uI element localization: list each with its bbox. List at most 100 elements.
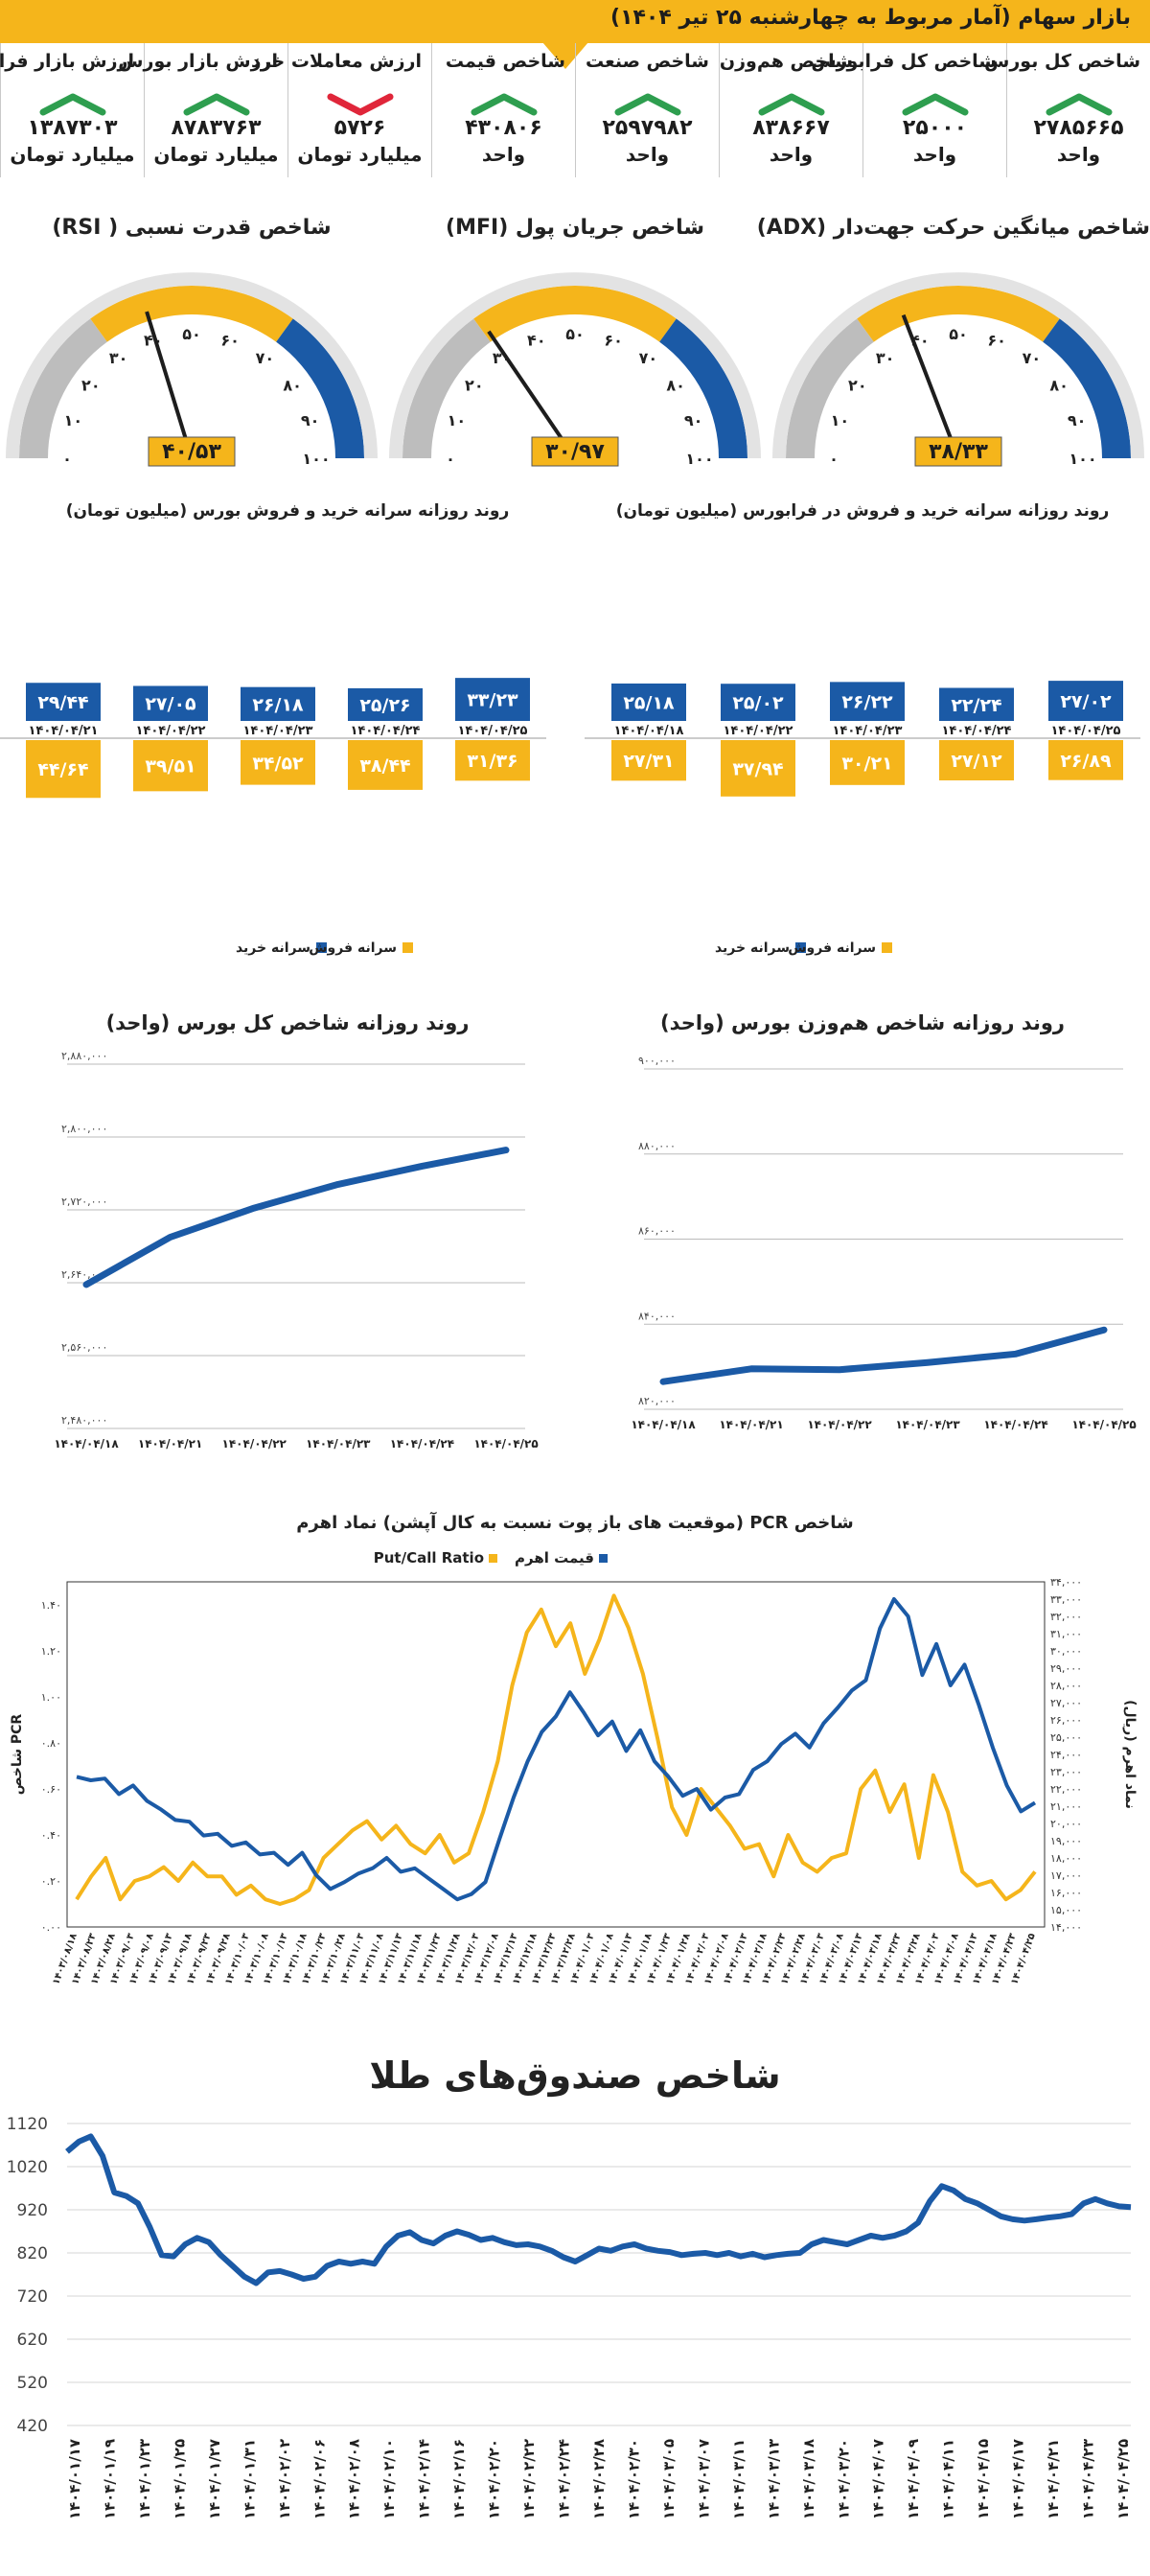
gauge-adx: شاخص میانگین حرکت جهت‌دار (ADX) ۰ ۱۰ ۲۰ ۳۰ ۴… bbox=[757, 216, 1150, 484]
gauge-tick-label: ۵۰ bbox=[182, 325, 201, 343]
x-tick-label: ۱۴۰۴/۰۲/۲۸ bbox=[590, 2439, 608, 2519]
stat-card: شاخص هم‌وزن ۸۳۸۶۶۷ واحد bbox=[719, 43, 862, 177]
legend-pcr-label: Put/Call Ratio bbox=[374, 1549, 484, 1566]
index-line bbox=[82, 1147, 510, 1288]
sell-bar-label: ۳۰/۲۱ bbox=[841, 753, 892, 774]
bar-category-label: ۱۴۰۴/۰۴/۲۴ bbox=[351, 724, 421, 738]
buy-bar bbox=[939, 687, 1014, 721]
y-tick-label: 1020 bbox=[7, 2158, 48, 2177]
x-tick-label: ۱۴۰۴/۰۲/۲۴ bbox=[556, 2439, 573, 2519]
sell-bar bbox=[348, 740, 423, 790]
right-axis-label: نماد اهرم (ریال) bbox=[1122, 1700, 1138, 1809]
gauge-value-box bbox=[148, 436, 236, 467]
bar-category-label: ۱۴۰۴/۰۴/۲۵ bbox=[1051, 724, 1121, 738]
trend-down-chevron-icon bbox=[327, 93, 394, 116]
y-tick-label: 520 bbox=[17, 2374, 48, 2393]
x-tick-label: ۱۴۰۴/۰۲/۰۸ bbox=[346, 2439, 363, 2519]
gauge-tick-label: ۲۰ bbox=[81, 377, 101, 395]
gauge-tick-label: ۱۰۰ bbox=[1069, 450, 1096, 468]
gold-funds-title: شاخص صندوق‌های طلا bbox=[369, 2054, 781, 2097]
right-tick-label: ۱۶,۰۰۰ bbox=[1050, 1887, 1082, 1899]
x-tick-label: ۱۴۰۴/۰۲/۱۶ bbox=[450, 2439, 468, 2519]
trend-up-chevron-icon bbox=[183, 93, 250, 116]
gauge-tick-label: ۰ bbox=[62, 450, 72, 468]
x-tick-label: ۱۴۰۴/۰۴/۱۸ bbox=[54, 1437, 119, 1450]
y-tick-label: ۲,۵۶۰,۰۰۰ bbox=[61, 1341, 107, 1354]
sell-bar bbox=[133, 740, 208, 792]
stat-value: ۵۷۲۶ bbox=[334, 116, 386, 140]
stat-value: ۲۷۸۵۶۶۵ bbox=[1033, 116, 1124, 140]
buy-bar bbox=[133, 685, 208, 721]
gauge-zone-mid bbox=[857, 286, 1060, 342]
bar-category-label: ۱۴۰۴/۰۴/۲۲ bbox=[724, 724, 794, 738]
sell-bar bbox=[26, 740, 101, 799]
stat-card: ارزش بازار بورس ۸۷۸۳۷۶۳ میلیارد تومان bbox=[118, 43, 288, 177]
sell-bar bbox=[1048, 740, 1123, 780]
gold-index-line bbox=[65, 2133, 1132, 2286]
legend-sell-label: سرانه فروش bbox=[309, 940, 397, 956]
stat-card: شاخص قیمت ۴۳۰۸۰۶ واحد bbox=[431, 43, 575, 177]
gauge-tick-label: ۲۰ bbox=[465, 377, 484, 395]
sell-bar-label: ۳۹/۵۱ bbox=[145, 756, 196, 777]
gauge-tick-label: ۳۰ bbox=[876, 349, 895, 367]
buy-bar-label: ۲۵/۲۶ bbox=[359, 695, 410, 716]
x-tick-label: ۱۴۰۴/۰۲/۲۲ bbox=[520, 2439, 538, 2519]
sell-bar bbox=[721, 740, 795, 797]
left-tick-label: ۰.۸۰ bbox=[41, 1737, 61, 1750]
gauge-tick-label: ۸۰ bbox=[666, 377, 685, 395]
sell-bar-label: ۲۷/۳۱ bbox=[623, 751, 674, 772]
stat-label: شاخص کل فرابورس bbox=[811, 51, 997, 72]
x-tick-label: ۱۴۰۴/۰۴/۰۹ bbox=[905, 2439, 922, 2519]
gauge-needle bbox=[145, 311, 194, 459]
right-tick-label: ۲۹,۰۰۰ bbox=[1050, 1662, 1082, 1675]
buy-bar bbox=[348, 687, 423, 721]
gauge-needle bbox=[901, 313, 960, 459]
stat-label: شاخص صنعت bbox=[585, 51, 709, 72]
gauge-zone-low bbox=[19, 318, 107, 458]
x-tick-label: ۱۴۰۴/۰۴/۱۵ bbox=[975, 2439, 992, 2519]
gauge-rsi: شاخص قدرت نسبی ( RSI) ۰ ۱۰ ۲۰ ۳۰ ۴۰ ۵۰ ۶۰ ۷۰ ۸۰ ۹… bbox=[0, 216, 383, 484]
index-line bbox=[659, 1326, 1108, 1385]
gauge-tick-label: ۰ bbox=[829, 450, 839, 468]
bar-category-label: ۱۴۰۴/۰۴/۲۳ bbox=[243, 724, 313, 738]
gauge-tick-label: ۶۰ bbox=[604, 331, 623, 349]
x-tick-label: ۱۴۰۴/۰۱/۱۷ bbox=[66, 2439, 83, 2519]
x-tick-label: ۱۴۰۴/۰۲/۲۰ bbox=[486, 2439, 503, 2519]
x-tick-label: ۱۴۰۴/۰۴/۱۷ bbox=[1010, 2439, 1027, 2519]
stat-value: ۴۳۰۸۰۶ bbox=[465, 116, 542, 140]
right-tick-label: ۱۵,۰۰۰ bbox=[1050, 1904, 1082, 1916]
sell-bar-label: ۳۱/۳۶ bbox=[467, 751, 518, 772]
right-tick-label: ۱۴,۰۰۰ bbox=[1050, 1921, 1082, 1934]
gauge-zone-mid bbox=[473, 286, 677, 342]
trend-up-chevron-icon bbox=[758, 93, 825, 116]
bar-category-label: ۱۴۰۴/۰۴/۲۱ bbox=[29, 724, 99, 738]
trend-up-chevron-icon bbox=[471, 93, 538, 116]
x-tick-label: ۱۴۰۴/۰۴/۲۴ bbox=[390, 1437, 454, 1450]
right-tick-label: ۳۴,۰۰۰ bbox=[1050, 1576, 1082, 1589]
gauge-tick-label: ۸۰ bbox=[1049, 377, 1069, 395]
right-tick-label: ۱۸,۰۰۰ bbox=[1050, 1852, 1082, 1865]
buy-bar-label: ۲۷/۰۵ bbox=[145, 694, 196, 715]
gauge-value: ۳۸/۳۳ bbox=[929, 440, 988, 464]
gauge-zone-mid bbox=[90, 286, 293, 342]
bours-per-capita-chart: ۲۹/۴۴ ۱۴۰۴/۰۴/۲۱ ۴۴/۶۴ ۲۷/۰۵ ۱۴۰۴/۰۴/۲۲ ۳۹/۵۱… bbox=[0, 678, 546, 956]
buy-bar bbox=[721, 684, 795, 721]
stat-label: ارزش معاملات خرد bbox=[250, 51, 422, 72]
bar-category-label: ۱۴۰۴/۰۴/۲۴ bbox=[942, 724, 1012, 738]
y-tick-label: ۲,۴۸۰,۰۰۰ bbox=[61, 1414, 107, 1427]
x-tick-label: ۱۴۰۴/۰۴/۲۱ bbox=[719, 1418, 783, 1431]
page-title: بازار سهام (آمار مربوط به چهارشنبه ۲۵ تی… bbox=[610, 6, 1131, 30]
y-tick-label: 420 bbox=[17, 2417, 48, 2436]
left-tick-label: ۱.۴۰ bbox=[41, 1599, 61, 1612]
gauge-value: ۴۰/۵۳ bbox=[162, 440, 221, 464]
gauge-tick-label: ۵۰ bbox=[565, 325, 585, 343]
bar-category-label: ۱۴۰۴/۰۴/۲۲ bbox=[136, 724, 206, 738]
right-tick-label: ۳۰,۰۰۰ bbox=[1050, 1645, 1082, 1658]
gauge-title: شاخص جریان پول (MFI) bbox=[446, 216, 704, 240]
y-tick-label: 620 bbox=[17, 2331, 48, 2350]
buy-bar-label: ۲۶/۱۸ bbox=[252, 694, 304, 715]
gauge-tick-label: ۱۰ bbox=[831, 411, 850, 429]
right-tick-label: ۲۵,۰۰۰ bbox=[1050, 1731, 1082, 1744]
gauge-value: ۳۰/۹۷ bbox=[545, 440, 605, 464]
